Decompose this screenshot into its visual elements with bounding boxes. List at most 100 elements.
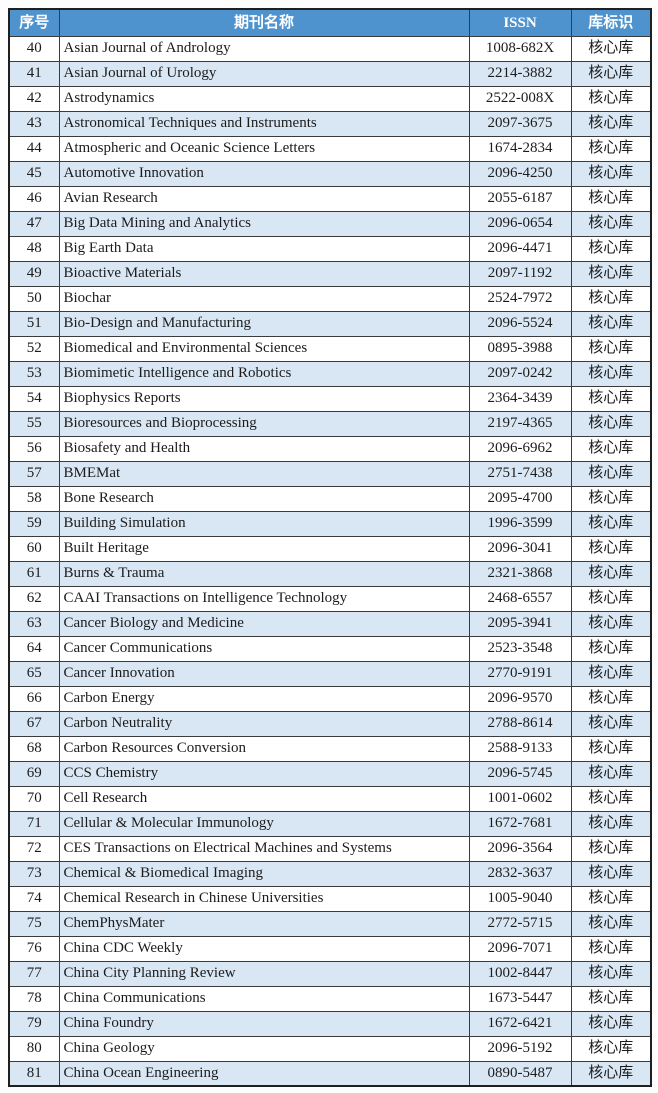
db-flag-cell: 核心库 bbox=[570, 1060, 652, 1087]
row-index-cell: 46 bbox=[8, 185, 60, 212]
journal-name-cell: Building Simulation bbox=[58, 510, 470, 537]
db-flag-cell: 核心库 bbox=[570, 735, 652, 762]
db-flag-cell: 核心库 bbox=[570, 135, 652, 162]
table-row: 41 Asian Journal of Urology 2214-3882 核心… bbox=[8, 60, 652, 87]
table-row: 51 Bio-Design and Manufacturing 2096-552… bbox=[8, 310, 652, 337]
issn-cell: 2097-0242 bbox=[468, 360, 572, 387]
journal-name-cell: Avian Research bbox=[58, 185, 470, 212]
journal-name-cell: Big Data Mining and Analytics bbox=[58, 210, 470, 237]
header-row: 序号 期刊名称 ISSN 库标识 bbox=[8, 8, 652, 37]
journal-name-cell: Cancer Innovation bbox=[58, 660, 470, 687]
db-flag-cell: 核心库 bbox=[570, 485, 652, 512]
journal-name-cell: Cancer Communications bbox=[58, 635, 470, 662]
row-index-cell: 74 bbox=[8, 885, 60, 912]
row-index-cell: 45 bbox=[8, 160, 60, 187]
journal-name-cell: Biomedical and Environmental Sciences bbox=[58, 335, 470, 362]
journal-name-cell: Cell Research bbox=[58, 785, 470, 812]
db-flag-cell: 核心库 bbox=[570, 960, 652, 987]
issn-cell: 2321-3868 bbox=[468, 560, 572, 587]
issn-cell: 2788-8614 bbox=[468, 710, 572, 737]
db-flag-cell: 核心库 bbox=[570, 285, 652, 312]
journal-name-cell: Atmospheric and Oceanic Science Letters bbox=[58, 135, 470, 162]
row-index-cell: 57 bbox=[8, 460, 60, 487]
journal-name-cell: China Ocean Engineering bbox=[58, 1060, 470, 1087]
db-flag-cell: 核心库 bbox=[570, 1035, 652, 1062]
row-index-cell: 58 bbox=[8, 485, 60, 512]
db-flag-cell: 核心库 bbox=[570, 560, 652, 587]
issn-cell: 1673-5447 bbox=[468, 985, 572, 1012]
journal-name-cell: BMEMat bbox=[58, 460, 470, 487]
journal-name-cell: Asian Journal of Urology bbox=[58, 60, 470, 87]
issn-cell: 2055-6187 bbox=[468, 185, 572, 212]
journal-name-cell: Bio-Design and Manufacturing bbox=[58, 310, 470, 337]
row-index-cell: 81 bbox=[8, 1060, 60, 1087]
table-row: 53 Biomimetic Intelligence and Robotics … bbox=[8, 360, 652, 387]
table-row: 40 Asian Journal of Andrology 1008-682X … bbox=[8, 35, 652, 62]
table-row: 80 China Geology 2096-5192 核心库 bbox=[8, 1035, 652, 1062]
db-flag-cell: 核心库 bbox=[570, 635, 652, 662]
row-index-cell: 43 bbox=[8, 110, 60, 137]
journal-table-header: 序号 期刊名称 ISSN 库标识 bbox=[8, 8, 652, 37]
db-flag-cell: 核心库 bbox=[570, 935, 652, 962]
row-index-cell: 50 bbox=[8, 285, 60, 312]
table-row: 70 Cell Research 1001-0602 核心库 bbox=[8, 785, 652, 812]
row-index-cell: 47 bbox=[8, 210, 60, 237]
db-flag-cell: 核心库 bbox=[570, 835, 652, 862]
issn-cell: 2096-3041 bbox=[468, 535, 572, 562]
header-index: 序号 bbox=[8, 8, 60, 37]
row-index-cell: 48 bbox=[8, 235, 60, 262]
header-journal-name: 期刊名称 bbox=[58, 8, 470, 37]
db-flag-cell: 核心库 bbox=[570, 535, 652, 562]
issn-cell: 1002-8447 bbox=[468, 960, 572, 987]
journal-name-cell: Carbon Energy bbox=[58, 685, 470, 712]
row-index-cell: 77 bbox=[8, 960, 60, 987]
issn-cell: 1996-3599 bbox=[468, 510, 572, 537]
journal-name-cell: China Communications bbox=[58, 985, 470, 1012]
db-flag-cell: 核心库 bbox=[570, 385, 652, 412]
header-db-flag: 库标识 bbox=[570, 8, 652, 37]
journal-name-cell: CCS Chemistry bbox=[58, 760, 470, 787]
journal-name-cell: China City Planning Review bbox=[58, 960, 470, 987]
table-row: 67 Carbon Neutrality 2788-8614 核心库 bbox=[8, 710, 652, 737]
row-index-cell: 61 bbox=[8, 560, 60, 587]
table-row: 59 Building Simulation 1996-3599 核心库 bbox=[8, 510, 652, 537]
journal-name-cell: CAAI Transactions on Intelligence Techno… bbox=[58, 585, 470, 612]
row-index-cell: 65 bbox=[8, 660, 60, 687]
journal-name-cell: Automotive Innovation bbox=[58, 160, 470, 187]
table-row: 50 Biochar 2524-7972 核心库 bbox=[8, 285, 652, 312]
row-index-cell: 79 bbox=[8, 1010, 60, 1037]
row-index-cell: 60 bbox=[8, 535, 60, 562]
db-flag-cell: 核心库 bbox=[570, 260, 652, 287]
row-index-cell: 55 bbox=[8, 410, 60, 437]
row-index-cell: 75 bbox=[8, 910, 60, 937]
table-row: 73 Chemical & Biomedical Imaging 2832-36… bbox=[8, 860, 652, 887]
row-index-cell: 67 bbox=[8, 710, 60, 737]
table-row: 79 China Foundry 1672-6421 核心库 bbox=[8, 1010, 652, 1037]
table-row: 60 Built Heritage 2096-3041 核心库 bbox=[8, 535, 652, 562]
issn-cell: 2095-3941 bbox=[468, 610, 572, 637]
db-flag-cell: 核心库 bbox=[570, 460, 652, 487]
db-flag-cell: 核心库 bbox=[570, 310, 652, 337]
issn-cell: 2096-0654 bbox=[468, 210, 572, 237]
issn-cell: 2522-008X bbox=[468, 85, 572, 112]
journal-name-cell: Cancer Biology and Medicine bbox=[58, 610, 470, 637]
issn-cell: 2197-4365 bbox=[468, 410, 572, 437]
issn-cell: 2832-3637 bbox=[468, 860, 572, 887]
journal-name-cell: Biochar bbox=[58, 285, 470, 312]
issn-cell: 2097-1192 bbox=[468, 260, 572, 287]
db-flag-cell: 核心库 bbox=[570, 760, 652, 787]
issn-cell: 1001-0602 bbox=[468, 785, 572, 812]
journal-name-cell: Astrodynamics bbox=[58, 85, 470, 112]
issn-cell: 2097-3675 bbox=[468, 110, 572, 137]
issn-cell: 2214-3882 bbox=[468, 60, 572, 87]
table-row: 58 Bone Research 2095-4700 核心库 bbox=[8, 485, 652, 512]
table-row: 61 Burns & Trauma 2321-3868 核心库 bbox=[8, 560, 652, 587]
table-row: 55 Bioresources and Bioprocessing 2197-4… bbox=[8, 410, 652, 437]
db-flag-cell: 核心库 bbox=[570, 335, 652, 362]
table-row: 62 CAAI Transactions on Intelligence Tec… bbox=[8, 585, 652, 612]
journal-name-cell: ChemPhysMater bbox=[58, 910, 470, 937]
table-row: 68 Carbon Resources Conversion 2588-9133… bbox=[8, 735, 652, 762]
row-index-cell: 70 bbox=[8, 785, 60, 812]
row-index-cell: 54 bbox=[8, 385, 60, 412]
